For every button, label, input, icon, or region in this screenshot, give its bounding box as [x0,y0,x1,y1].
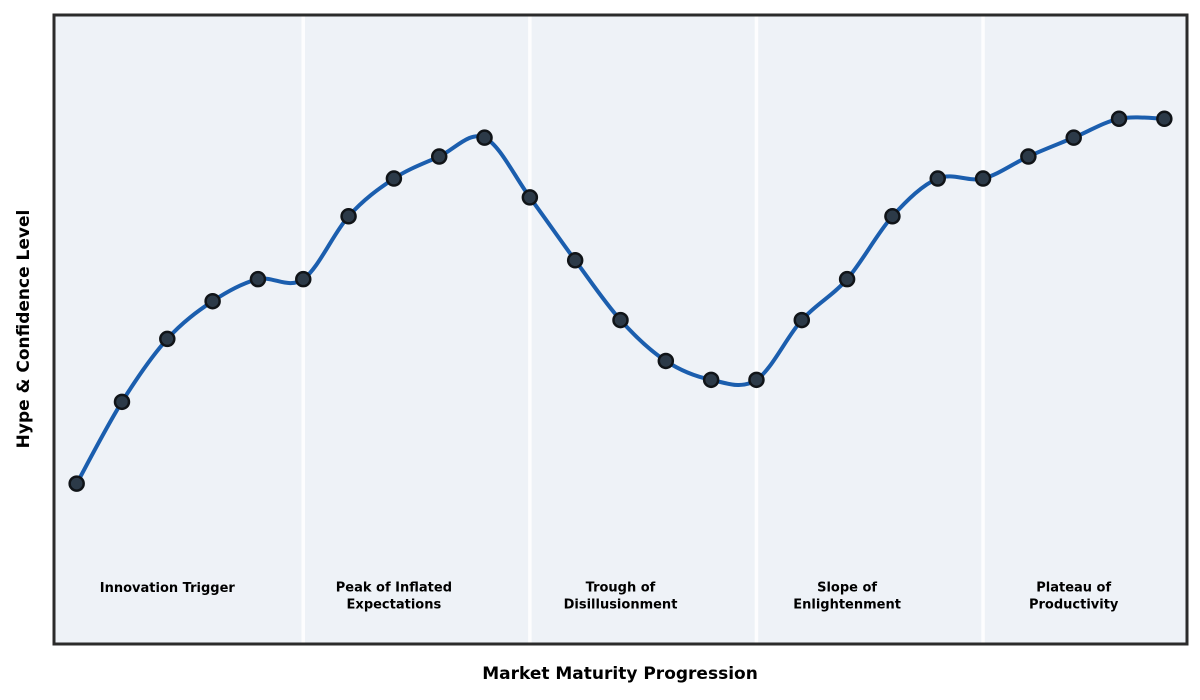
phase-label-4: Slope of Enlightenment [793,580,901,613]
data-point-2 [159,330,176,348]
data-point-4 [249,270,267,288]
data-point-16 [793,311,811,329]
phase-label-2: Peak of Inflated Expectations [335,580,453,613]
data-point-21 [1020,148,1037,165]
data-point-1 [113,393,131,411]
data-point-11 [566,252,584,269]
x-axis-label: Market Maturity Progression [482,664,758,684]
data-point-18 [884,208,901,225]
phase-label-3: Trough of Disillusionment [563,580,678,613]
data-point-19 [929,170,946,187]
data-point-9 [476,129,493,146]
data-point-20 [974,170,992,187]
data-point-0 [68,475,85,492]
data-point-3 [204,292,221,310]
phase-label-5: Plateau of Productivity [1028,580,1119,613]
data-point-12 [612,311,629,329]
data-point-5 [295,270,312,288]
axes-frame [52,13,1189,646]
data-point-10 [521,189,539,206]
plot-background [54,15,1187,644]
data-point-13 [657,352,675,370]
data-point-15 [748,371,765,389]
data-point-24 [1156,110,1173,128]
phase-label-1: Innovation Trigger [99,580,235,596]
data-point-23 [1110,110,1128,128]
y-axis-label: Hype & Confidence Level [14,209,34,449]
data-point-17 [838,270,856,288]
data-point-8 [430,148,448,165]
data-point-7 [385,170,403,187]
data-point-14 [702,371,720,389]
data-point-22 [1065,129,1082,146]
data-point-6 [340,208,357,225]
